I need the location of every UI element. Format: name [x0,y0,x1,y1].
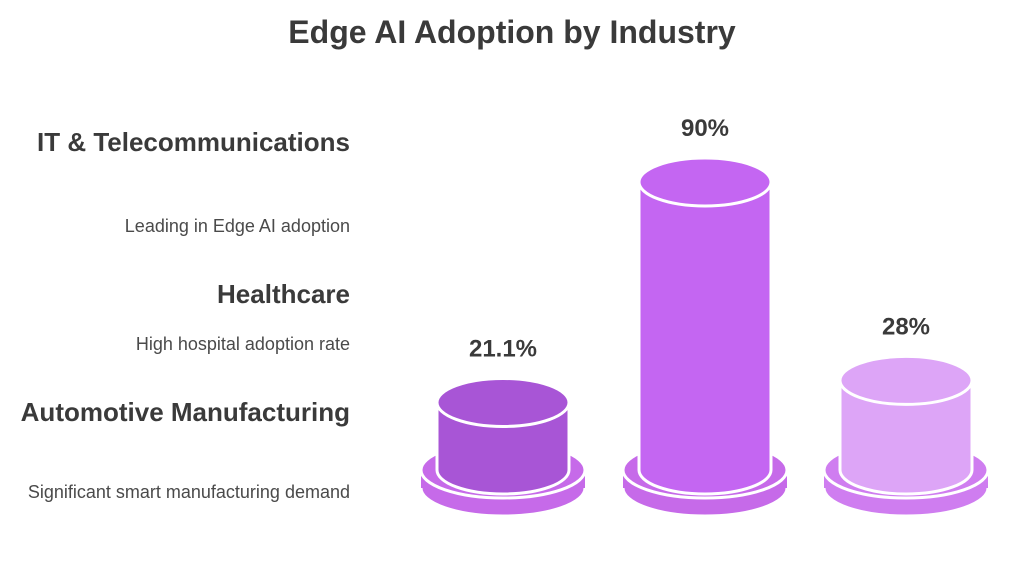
chart-title: Edge AI Adoption by Industry [288,14,736,50]
bar-value-label-0: 21.1% [469,335,537,362]
bar-body-2 [838,378,974,496]
bar-body-0 [435,400,571,496]
bar-0: 21.1% [419,335,587,518]
industry-desc-healthcare: High hospital adoption rate [135,334,350,354]
bar-2: 28% [822,313,990,518]
bar-top-2 [838,354,974,406]
bar-value-label-2: 28% [882,313,930,340]
industry-name-healthcare: Healthcare [217,279,350,309]
industry-name-automotive: Automotive Manufacturing [20,397,350,427]
bar-top-1 [637,156,773,208]
bar-body-1 [637,180,773,496]
bar-top-0 [435,376,571,428]
bar-1: 90% [621,115,789,518]
industry-desc-it-telecom: Leading in Edge AI adoption [124,216,350,236]
industry-name-it-telecom: IT & Telecommunications [36,127,350,157]
industry-desc-automotive: Significant smart manufacturing demand [27,482,350,502]
bar-value-label-1: 90% [681,115,729,142]
